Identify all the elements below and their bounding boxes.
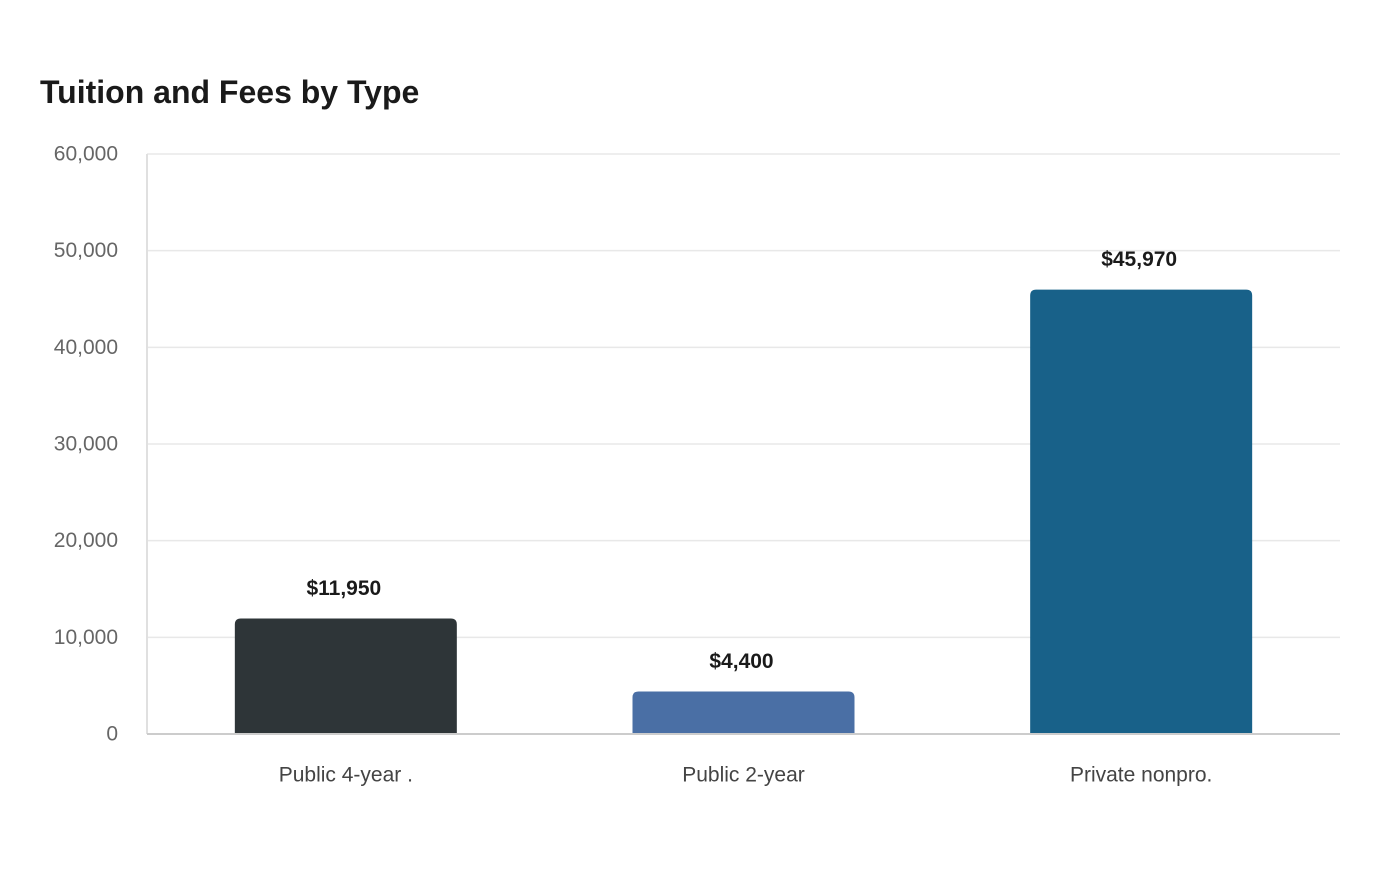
bars xyxy=(234,289,1253,734)
bar-2 xyxy=(632,691,855,734)
bar-value-label: $11,950 xyxy=(306,577,381,600)
bar-value-label: $4,400 xyxy=(709,650,773,673)
bar-1 xyxy=(234,618,457,734)
y-tick-label: 40,000 xyxy=(54,336,118,359)
y-tick-label: 10,000 xyxy=(54,626,118,649)
x-category-label: Public 2-year xyxy=(682,764,805,787)
bar-value-label: $45,970 xyxy=(1101,248,1177,271)
axes xyxy=(146,154,1340,735)
x-category-label: Public 4-year . xyxy=(279,764,413,787)
x-category-label: Private nonpro. xyxy=(1070,764,1212,787)
x-axis-categories: Public 4-year . Public 2-year Private nonp… xyxy=(279,764,1213,787)
y-tick-label: 20,000 xyxy=(54,529,118,552)
y-tick-label: 60,000 xyxy=(54,143,118,166)
chart-title: Tuition and Fees by Type xyxy=(40,74,420,110)
value-labels: $11,950 $4,400 $45,970 xyxy=(306,248,1177,673)
y-tick-label: 0 xyxy=(106,723,118,746)
y-tick-label: 30,000 xyxy=(54,433,118,456)
y-tick-label: 50,000 xyxy=(54,239,118,262)
bar-3 xyxy=(1030,289,1253,734)
y-axis-ticks: 0 10,000 20,000 30,000 40,000 50,000 60,000 xyxy=(54,143,118,746)
